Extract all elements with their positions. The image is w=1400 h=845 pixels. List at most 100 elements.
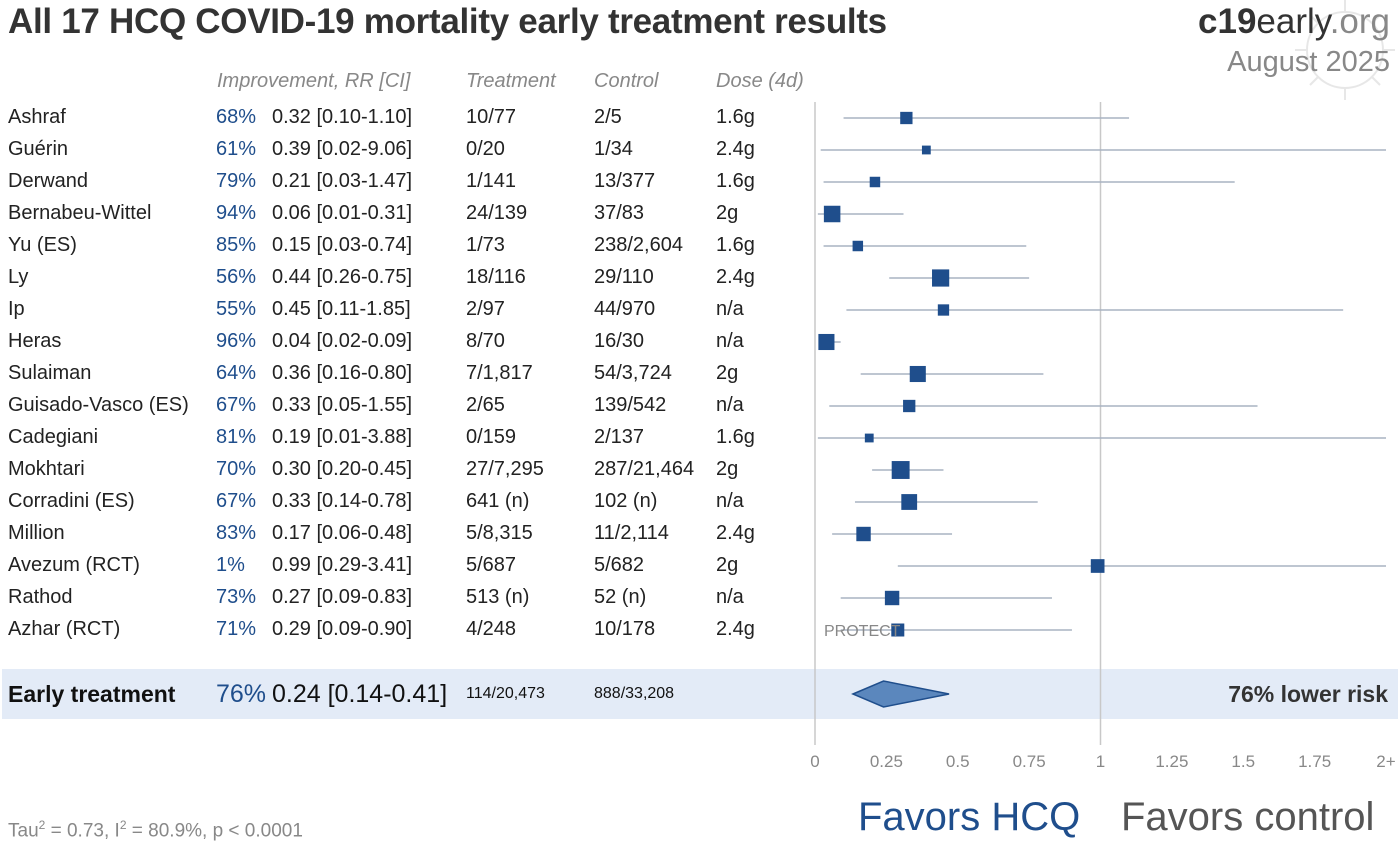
row-name: Ly (8, 266, 29, 288)
header-control: Control (594, 70, 659, 92)
row-control: 54/3,724 (594, 362, 672, 384)
row-rr-text: 0.29 [0.09-0.90] (272, 618, 413, 640)
row-rr-text: 0.15 [0.03-0.74] (272, 234, 413, 256)
row-rr-text: 0.33 [0.05-1.55] (272, 394, 413, 416)
effect-marker (901, 494, 918, 510)
row-treatment: 24/139 (466, 202, 528, 224)
row-rr-text: 0.06 [0.01-0.31] (272, 202, 413, 224)
row-dose: 2g (716, 202, 739, 224)
row-dose: n/a (716, 394, 744, 416)
row-rr-text: 0.19 [0.01-3.88] (272, 426, 413, 448)
date-label: August 2025 (1227, 46, 1390, 78)
heterogeneity-stats: Tau2 = 0.73, I2 = 80.9%, p < 0.0001 (8, 818, 303, 842)
row-improvement: 71% (216, 618, 257, 640)
row-dose: 1.6g (716, 106, 755, 128)
row-dose: 1.6g (716, 426, 755, 448)
row-improvement: 1% (216, 554, 245, 576)
effect-marker (823, 205, 841, 223)
row-treatment: 5/8,315 (466, 522, 533, 544)
effect-marker (921, 145, 931, 155)
brand-normal: early (1256, 2, 1330, 41)
row-improvement: 73% (216, 586, 257, 608)
row-improvement: 67% (216, 490, 257, 512)
row-control: 238/2,604 (594, 234, 683, 256)
row-treatment: 513 (n) (466, 586, 530, 608)
row-rr-text: 0.32 [0.10-1.10] (272, 106, 413, 128)
row-rr-text: 0.17 [0.06-0.48] (272, 522, 413, 544)
chart-title: All 17 HCQ COVID-19 mortality early trea… (8, 2, 887, 41)
study-annotation: PROTECT (824, 623, 901, 640)
row-rr-text: 0.45 [0.11-1.85] (272, 298, 411, 320)
row-dose: n/a (716, 330, 744, 352)
row-treatment: 27/7,295 (466, 458, 544, 480)
row-dose: 2g (716, 554, 739, 576)
row-improvement: 61% (216, 138, 257, 160)
effect-marker (891, 623, 905, 637)
row-improvement: 64% (216, 362, 257, 384)
row-name: Corradini (ES) (8, 490, 135, 512)
row-name: Mokhtari (8, 458, 85, 480)
brand-suffix: .org (1329, 2, 1390, 41)
row-name: Avezum (RCT) (8, 554, 140, 576)
x-tick-label: 0.75 (1013, 752, 1046, 771)
brand-logo[interactable]: c19early.org (1198, 2, 1390, 42)
row-rr-text: 0.99 [0.29-3.41] (272, 554, 413, 576)
x-tick-label: 1.25 (1155, 752, 1188, 771)
x-tick-label: 2+ (1376, 752, 1395, 771)
row-rr-text: 0.30 [0.20-0.45] (272, 458, 413, 480)
row-improvement: 67% (216, 394, 257, 416)
header-improvement: Improvement, RR [CI] (217, 70, 411, 92)
row-treatment: 0/20 (466, 138, 505, 160)
row-improvement: 85% (216, 234, 257, 256)
row-rr-text: 0.44 [0.26-0.75] (272, 266, 413, 288)
row-treatment: 7/1,817 (466, 362, 533, 384)
row-name: Guisado-Vasco (ES) (8, 394, 189, 416)
row-improvement: 96% (216, 330, 257, 352)
row-improvement: 81% (216, 426, 257, 448)
x-tick-label: 0.5 (946, 752, 970, 771)
row-control: 16/30 (594, 330, 645, 352)
row-rr-text: 0.21 [0.03-1.47] (272, 170, 413, 192)
summary-band (2, 669, 1398, 719)
row-improvement: 94% (216, 202, 257, 224)
row-treatment: 641 (n) (466, 490, 530, 512)
effect-marker (869, 176, 881, 188)
row-dose: 2g (716, 458, 739, 480)
effect-marker (932, 269, 950, 287)
row-control: 1/34 (594, 138, 633, 160)
effect-marker (856, 526, 871, 542)
row-name: Sulaiman (8, 362, 92, 384)
row-name: Guérin (8, 138, 69, 160)
row-treatment: 18/116 (466, 266, 526, 288)
row-name: Azhar (RCT) (8, 618, 121, 640)
row-control: 2/137 (594, 426, 645, 448)
effect-marker (852, 240, 864, 252)
row-dose: 2.4g (716, 138, 755, 160)
row-dose: n/a (716, 490, 744, 512)
row-dose: n/a (716, 586, 744, 608)
row-name: Heras (8, 330, 62, 352)
row-rr-text: 0.39 [0.02-9.06] (272, 138, 413, 160)
brand-bold: c19 (1198, 2, 1257, 41)
virus-watermark-icon (1295, 0, 1395, 100)
row-control: 287/21,464 (594, 458, 695, 480)
favors-control-label: Favors control (1121, 795, 1375, 839)
row-dose: 1.6g (716, 170, 755, 192)
row-name: Million (8, 522, 65, 544)
row-treatment: 0/159 (466, 426, 517, 448)
summary-treatment: 114/20,473 (466, 685, 545, 702)
summary-diamond (851, 680, 950, 708)
row-name: Bernabeu-Wittel (8, 202, 152, 224)
row-improvement: 83% (216, 522, 257, 544)
effect-marker (937, 304, 950, 316)
row-dose: 1.6g (716, 234, 755, 256)
row-dose: 2g (716, 362, 739, 384)
x-tick-label: 0.25 (870, 752, 903, 771)
row-treatment: 2/97 (466, 298, 505, 320)
row-rr-text: 0.33 [0.14-0.78] (272, 490, 413, 512)
row-improvement: 56% (216, 266, 257, 288)
effect-marker (818, 333, 835, 351)
effect-marker (909, 365, 926, 383)
effect-marker (884, 590, 900, 606)
